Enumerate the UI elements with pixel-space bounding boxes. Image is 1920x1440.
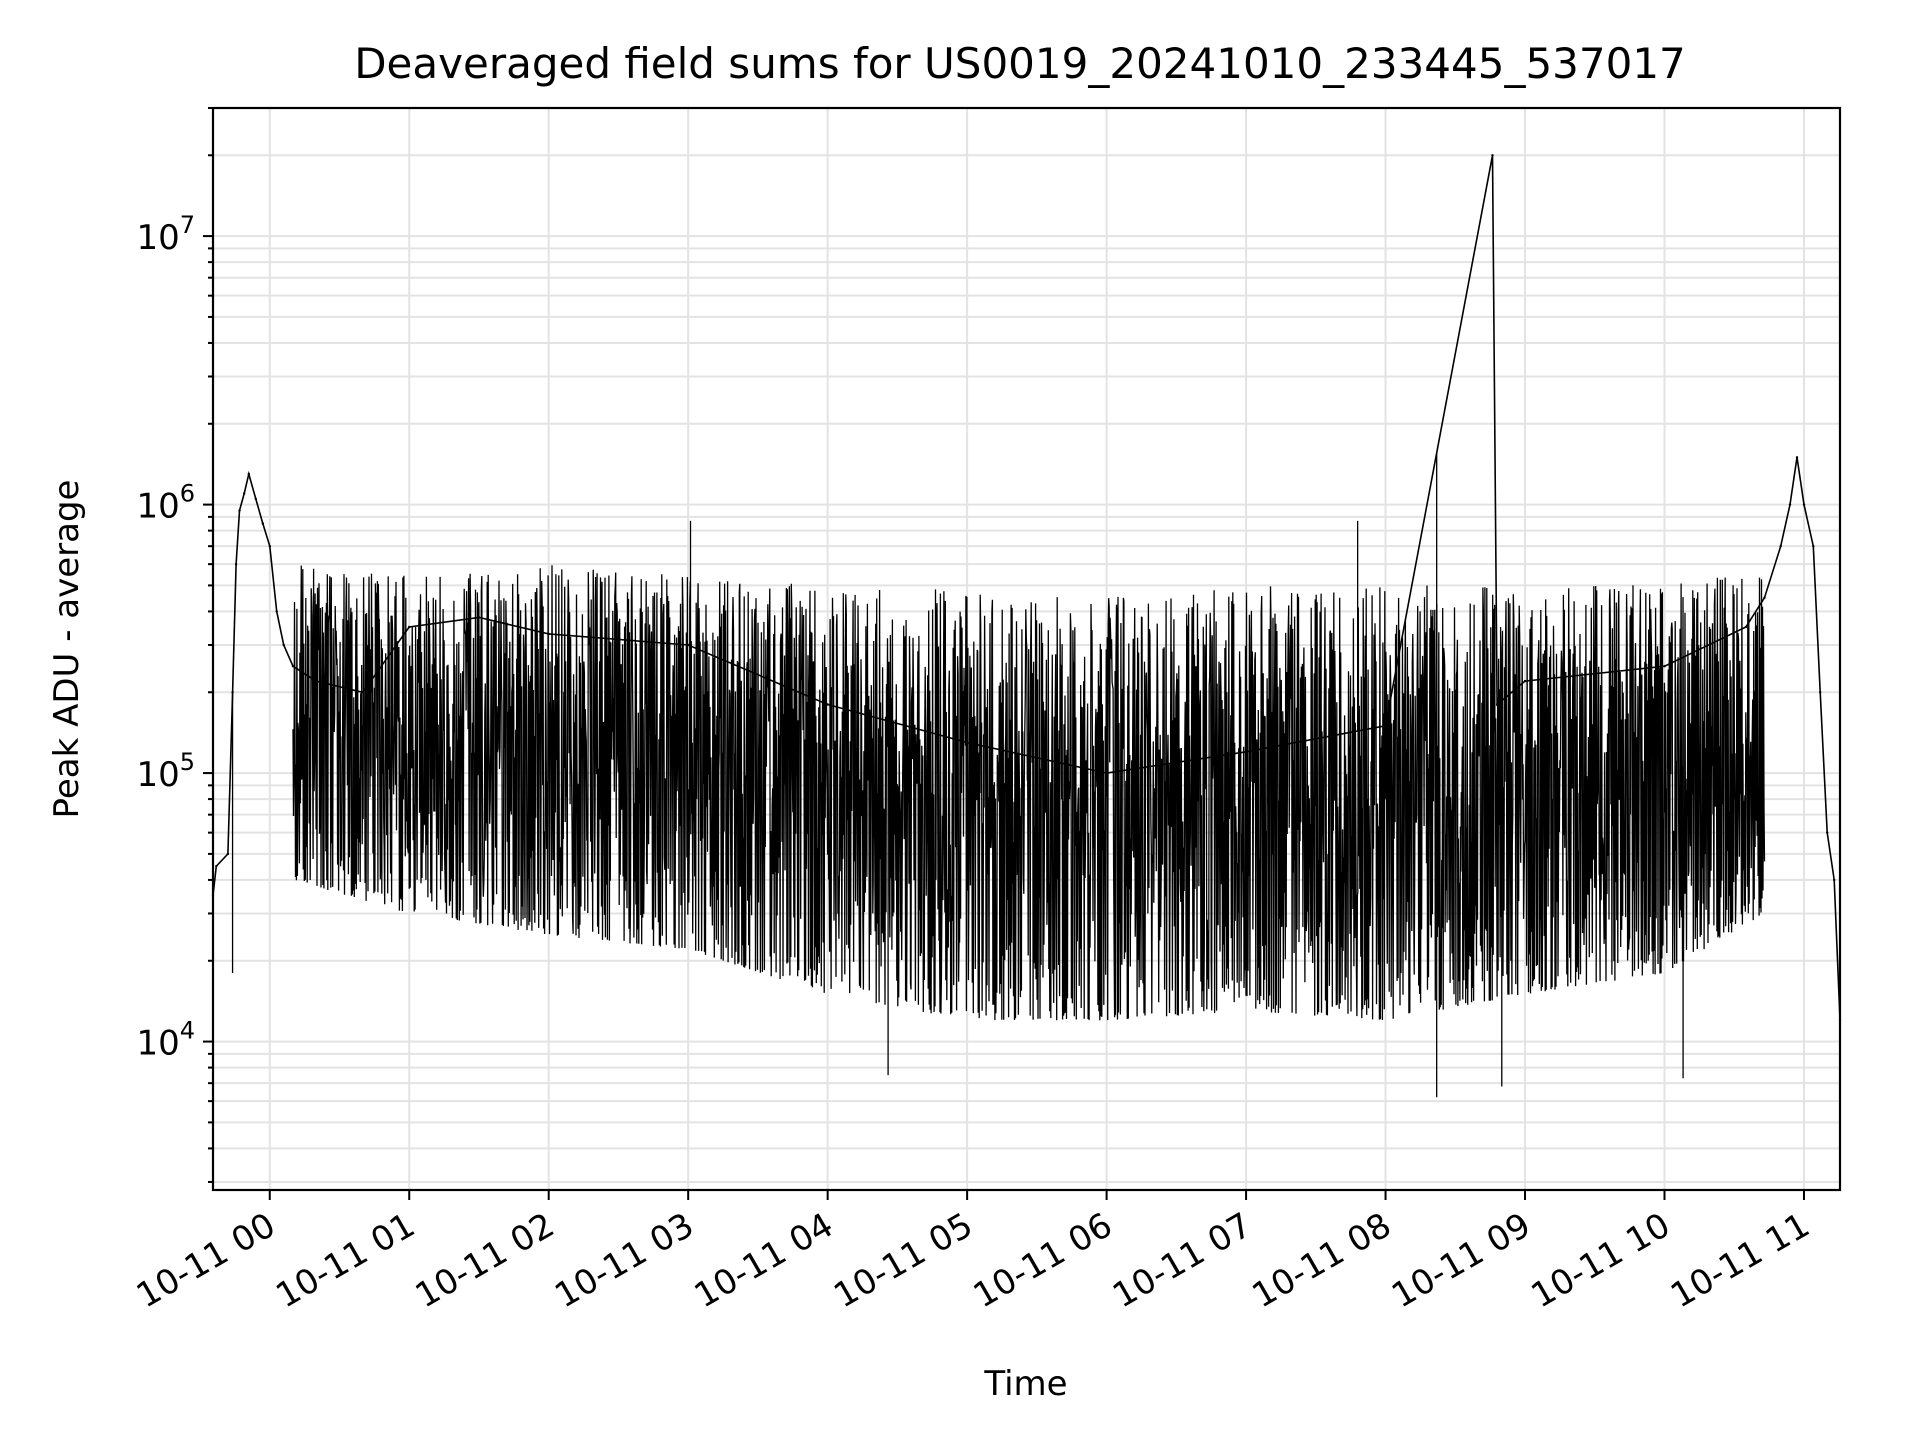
data-point	[1819, 691, 1822, 694]
data-point	[1779, 545, 1782, 548]
data-point	[1812, 545, 1815, 548]
data-point	[268, 545, 271, 548]
data-series-band	[292, 565, 1766, 1021]
data-point	[1744, 625, 1748, 629]
data-point	[1826, 831, 1829, 834]
y-tick-label: 107	[136, 211, 195, 258]
data-point	[361, 691, 364, 694]
data-series-line	[212, 155, 1841, 1021]
data-point	[477, 616, 481, 619]
data-point	[1795, 456, 1799, 459]
data-point	[1663, 665, 1666, 668]
data-point	[965, 741, 969, 744]
data-point	[275, 610, 278, 613]
data-point	[1244, 750, 1248, 753]
data-series	[211, 154, 1842, 1098]
data-point	[408, 625, 411, 629]
data-point	[1763, 596, 1766, 599]
data-point	[261, 522, 264, 525]
data-point	[315, 679, 318, 683]
data-point	[1384, 724, 1387, 727]
data-point	[1788, 503, 1792, 506]
data-point	[1802, 503, 1806, 506]
data-point	[687, 643, 690, 647]
chart-title: Deaveraged field sums for US0019_2024101…	[354, 39, 1686, 88]
data-point	[254, 497, 257, 501]
data-point	[243, 492, 246, 495]
data-point	[247, 472, 250, 476]
plot-frame	[211, 106, 1842, 1192]
y-tick-label: 104	[136, 1017, 195, 1064]
y-tick-label: 105	[136, 748, 195, 795]
data-point	[1833, 878, 1836, 882]
data-point	[291, 665, 295, 668]
data-point	[1495, 703, 1499, 706]
data-point	[234, 563, 238, 566]
data-point	[1491, 154, 1494, 157]
data-point	[226, 852, 230, 856]
data-point	[1523, 679, 1527, 683]
data-point	[826, 703, 829, 706]
y-axis-label: Peak ADU - average	[47, 480, 87, 819]
data-point	[1105, 771, 1108, 775]
x-axis-label: Time	[983, 1364, 1067, 1404]
y-tick-label: 106	[136, 480, 195, 527]
data-point	[282, 643, 285, 647]
data-point	[215, 865, 218, 868]
data-point	[238, 509, 241, 512]
data-point	[547, 632, 550, 636]
y-axis: 104 105 106 107	[136, 107, 213, 1183]
